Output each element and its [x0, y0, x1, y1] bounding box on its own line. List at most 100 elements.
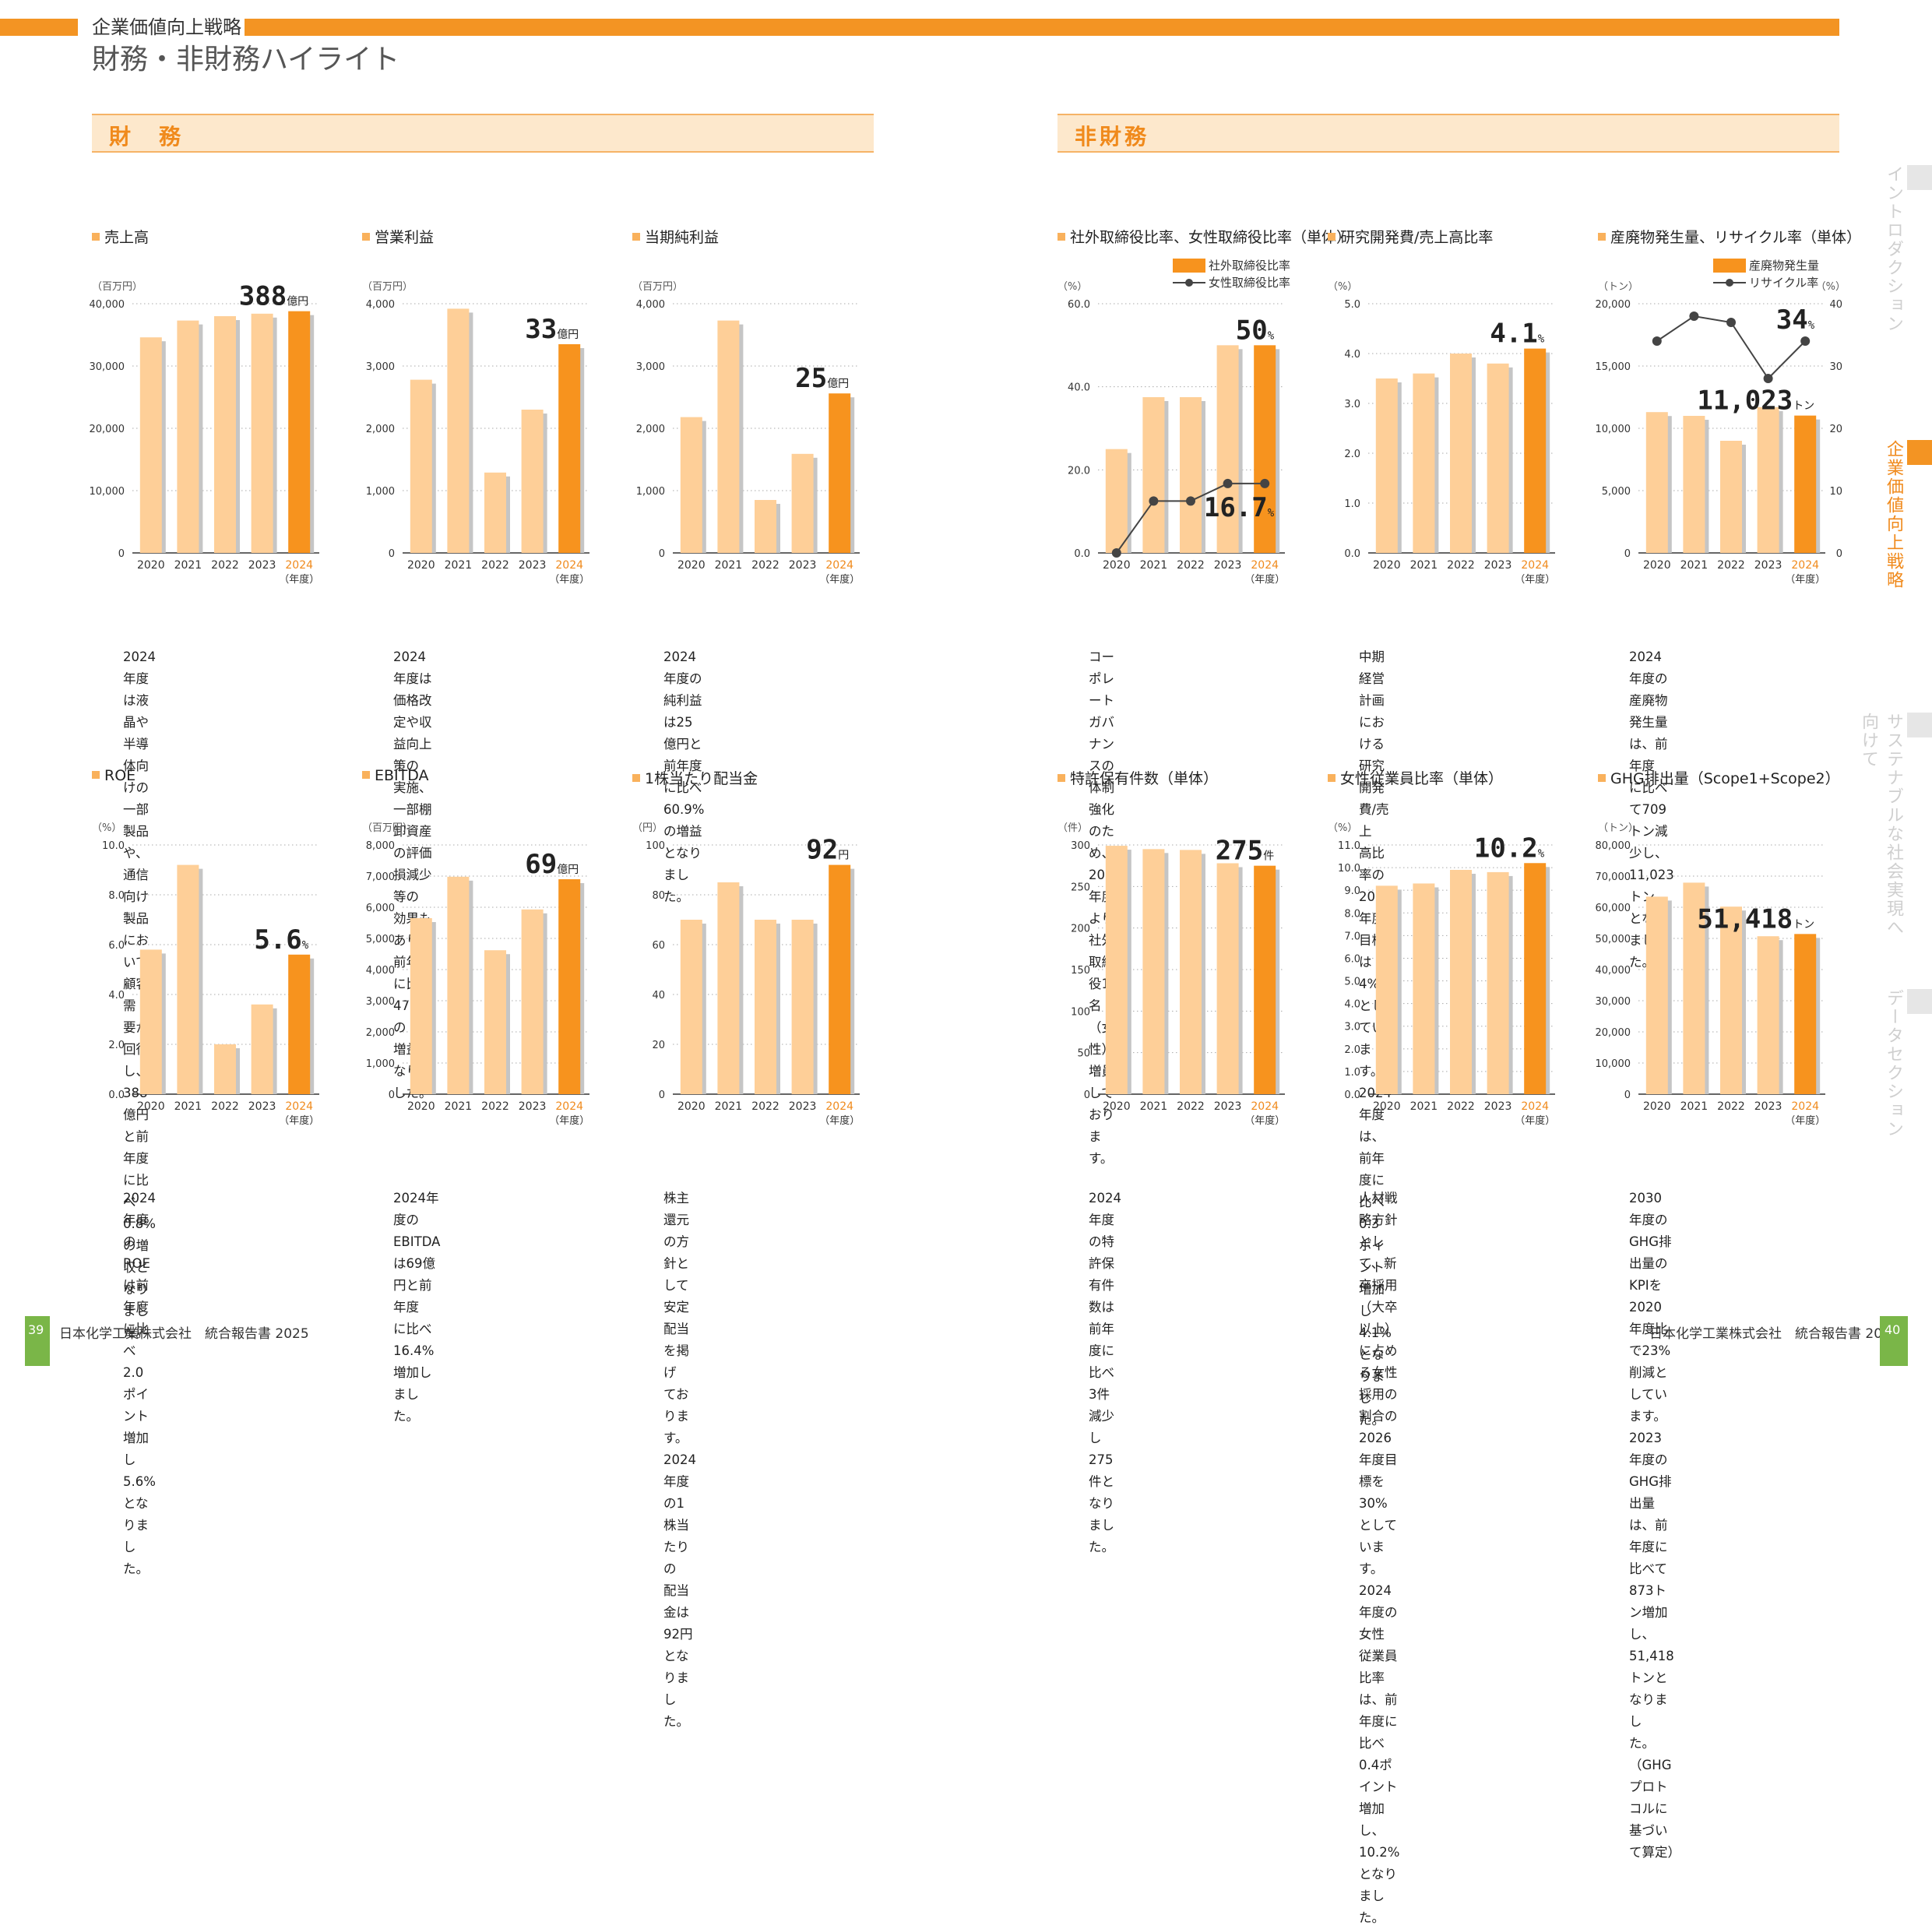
- y-tick-label-right: 30: [1829, 361, 1842, 373]
- x-tick-label: 2022: [1177, 1100, 1205, 1113]
- caption-line: 人材戦略方針として、新卒採用（大卒以上）: [1359, 1191, 1398, 1336]
- y-tick-label: 0: [1624, 548, 1631, 560]
- highlight-unit: %: [1538, 333, 1545, 346]
- x-axis-year-suffix: （年度）: [1515, 573, 1555, 586]
- line-point: [1689, 312, 1699, 321]
- side-nav-label[interactable]: データセクション: [1884, 989, 1903, 1139]
- x-tick-label: 2020: [677, 1100, 706, 1113]
- caption-line: に比べ60.9%の増益となりました。: [663, 780, 705, 904]
- side-nav-tab[interactable]: [1907, 165, 1932, 190]
- x-tick-label: 2020: [407, 559, 435, 572]
- caption-line: 中期経営計画における研究開発費/売上: [1359, 649, 1389, 839]
- y-tick-label: 4.0: [108, 990, 125, 1001]
- x-tick-label: 2023: [248, 559, 276, 572]
- highlight-value: 11,023トン: [1697, 385, 1814, 417]
- x-tick-label: 2023: [1754, 1100, 1782, 1113]
- x-tick-label: 2020: [1643, 1100, 1671, 1113]
- chart-svg: （%） 0.0 20.0 40.0 60.0 2020 2021 2022 2023 2024（年…: [1057, 259, 1290, 586]
- chart-title-marker: [1057, 233, 1065, 241]
- side-nav-label[interactable]: イントロダクション: [1884, 165, 1903, 333]
- y-tick-label: 2.0: [108, 1040, 125, 1051]
- y-tick-label: 6,000: [366, 903, 395, 914]
- line-highlight-unit: %: [1268, 507, 1275, 519]
- chart-caption: 2024年度の特許保有件数は前年度に 比べ3件減少し275件となりました。: [1089, 1188, 1121, 1558]
- chart-title: EBITDA: [362, 767, 429, 784]
- caption-line: 株主還元の方針として安定配当を掲げ: [663, 1191, 689, 1380]
- highlight-unit: 円: [838, 850, 849, 862]
- y-tick-label: 0: [1084, 1089, 1090, 1101]
- y-axis-unit: （トン）: [1598, 822, 1638, 834]
- y-tick-label: 8.0: [108, 890, 125, 902]
- legend-bar-label: 社外取締役比率: [1209, 259, 1290, 273]
- chart-title-text: 売上高: [104, 229, 150, 246]
- chart-title-marker: [362, 771, 370, 779]
- y-tick-label: 4.0: [1344, 999, 1360, 1011]
- y-tick-label: 2,000: [366, 1027, 395, 1039]
- chart-svg: （トン） （%） 0 5,000 10,000 15,000 20,000 0 10 20 30 40…: [1596, 259, 1846, 586]
- bar: [1216, 345, 1239, 553]
- x-tick-label: 2021: [174, 1100, 202, 1113]
- line-point: [1223, 478, 1233, 488]
- x-axis-year-suffix: （年度）: [1244, 573, 1285, 586]
- y-tick-label: 7,000: [366, 871, 395, 883]
- x-tick-label: 2021: [715, 559, 743, 572]
- chart-title-text: 社外取締役比率、女性取締役比率（単体）: [1070, 229, 1352, 246]
- chart-caption: 株主還元の方針として安定配当を掲げ ております。2024年度の1株当たりの 配当金は…: [663, 1188, 696, 1733]
- x-tick-label: 2024: [285, 559, 313, 572]
- header-category: 企業価値向上戦略: [92, 16, 241, 38]
- x-axis-year-suffix: （年度）: [549, 573, 589, 586]
- highlight-number: 11,023: [1697, 385, 1793, 417]
- x-tick-label: 2024: [825, 1100, 853, 1113]
- chart-title-marker: [1598, 233, 1606, 241]
- y-tick-label: 100: [1071, 1006, 1090, 1018]
- y-tick-label: 5,000: [366, 934, 395, 945]
- side-nav-label[interactable]: 企業価値向上戦略: [1884, 440, 1903, 590]
- line-highlight-value: 34%: [1776, 304, 1815, 336]
- x-tick-label: 2022: [481, 559, 509, 572]
- x-tick-label: 2023: [1754, 559, 1782, 572]
- side-nav-tab[interactable]: [1907, 989, 1932, 1014]
- x-tick-label: 2023: [789, 559, 817, 572]
- highlight-number: 33: [525, 314, 557, 345]
- caption-line: のため、2021年度より社外取締役1名: [1089, 824, 1121, 1013]
- highlight-value: 69億円: [525, 849, 579, 880]
- x-tick-label: 2020: [1373, 559, 1401, 572]
- header-bar-right: [245, 19, 1839, 36]
- side-nav-tab[interactable]: [1907, 713, 1932, 737]
- bar: [447, 876, 470, 1094]
- y-tick-label: 2,000: [366, 424, 395, 435]
- y-tick-label: 150: [1071, 965, 1090, 977]
- highlight-unit: トン: [1793, 918, 1814, 931]
- x-tick-label: 2024: [1791, 1100, 1819, 1113]
- highlight-number: 51,418: [1697, 903, 1793, 935]
- y-tick-label: 2.0: [1344, 1044, 1360, 1056]
- highlight-value: 275件: [1216, 836, 1274, 867]
- bar: [521, 410, 544, 553]
- x-axis-year-suffix: （年度）: [819, 1114, 860, 1127]
- chart-svg: （百万円） 0 1,000 2,000 3,000 4,000 2020 2021 2022 20…: [362, 281, 589, 586]
- x-tick-label: 2024: [1251, 559, 1279, 572]
- bar: [1720, 906, 1742, 1094]
- side-nav-label[interactable]: サステナブルな社会実現へ向けて: [1859, 713, 1903, 937]
- side-nav-tab[interactable]: [1907, 440, 1932, 465]
- chart-title-text: 1株当たり配当金: [645, 770, 758, 787]
- header-bar-left: [0, 19, 78, 36]
- chart-caption: 2030年度のGHG排出量のKPIを2020 年度比で23%削減としています。20…: [1629, 1188, 1680, 1864]
- x-tick-label: 2020: [1103, 1100, 1131, 1113]
- chart-title: 研究開発費/売上高比率: [1328, 226, 1493, 247]
- highlight-number: 92: [806, 835, 838, 866]
- y-axis-unit: （百万円）: [632, 281, 683, 293]
- x-tick-label: 2021: [1680, 559, 1709, 572]
- y-tick-label: 30,000: [90, 361, 125, 373]
- y-tick-label: 20.0: [1068, 465, 1090, 477]
- section-financial: 財 務: [92, 114, 874, 153]
- x-tick-label: 2024: [1521, 1100, 1549, 1113]
- y-tick-label: 60: [652, 940, 665, 952]
- legend-line-label: リサイクル率: [1749, 276, 1818, 290]
- y-tick-label: 8,000: [366, 840, 395, 852]
- chart-title-marker: [1328, 774, 1336, 782]
- x-tick-label: 2024: [1251, 1100, 1279, 1113]
- caption-line: 2024年度のEBITDAは69億円と前年度: [393, 1191, 441, 1315]
- x-tick-label: 2021: [715, 1100, 743, 1113]
- y-tick-label: 0.0: [108, 1089, 125, 1101]
